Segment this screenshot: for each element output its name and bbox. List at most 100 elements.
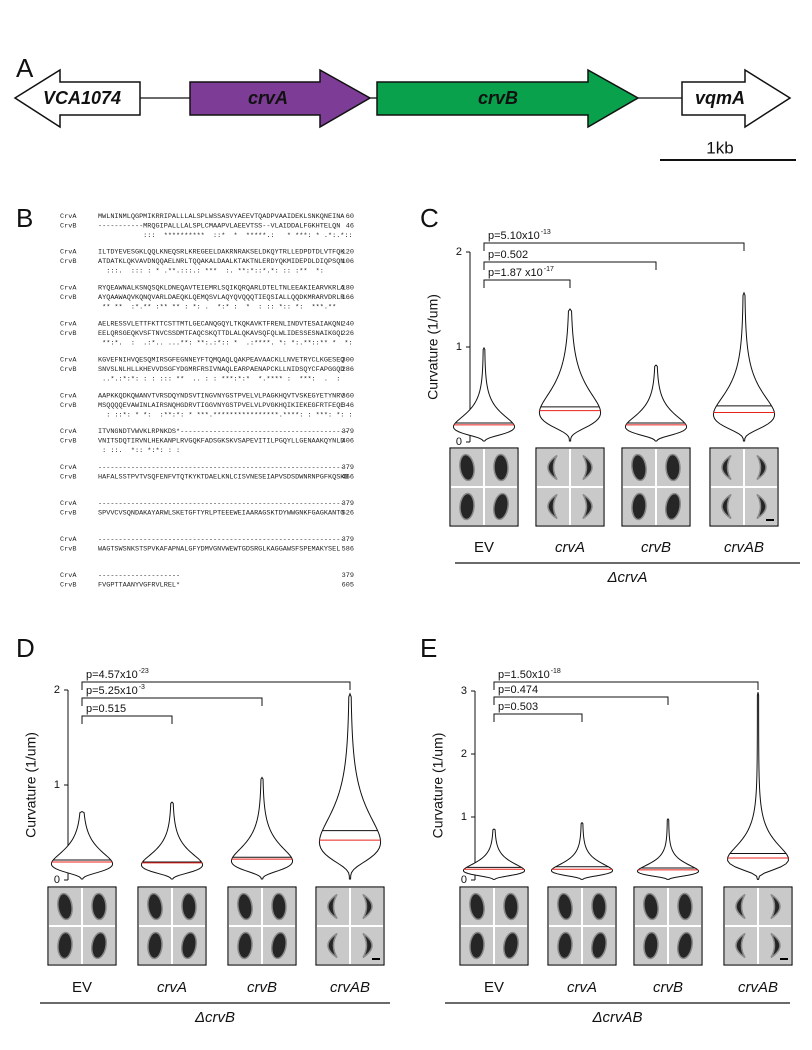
p-value: p=0.503	[498, 701, 538, 713]
cell	[735, 932, 746, 959]
violin	[538, 308, 602, 442]
sequence: AELRESSVLETTFKTTCSTTMTLGECANQGQYLTKQKAVK…	[98, 321, 344, 329]
violin	[636, 818, 700, 880]
sequence: ----------------------------------------…	[98, 500, 344, 508]
seq-name: CrvA	[60, 536, 77, 544]
seq-name: CrvB	[60, 294, 76, 302]
p-exponent: -17	[544, 266, 554, 273]
gene-label: VCA1074	[43, 88, 121, 108]
y-axis-label: Curvature (1/um)	[23, 732, 39, 838]
seq-name: CrvA	[60, 428, 77, 436]
scale-label: 1kb	[706, 138, 733, 157]
cell	[547, 493, 558, 520]
cell	[57, 892, 73, 921]
cell	[582, 493, 593, 520]
bracket	[81, 681, 351, 690]
cell	[665, 453, 681, 482]
category-label: crvB	[247, 979, 277, 996]
seq-name: CrvA	[60, 321, 77, 329]
violin	[624, 364, 688, 442]
gene-label: crvA	[248, 88, 288, 108]
strain-label: ΔcrvA	[606, 569, 647, 586]
cell	[469, 931, 485, 960]
sequence: WAGTSWSNKSTSPVKAFAPNALGFYDMVGNVWEWTGDSRG…	[98, 545, 340, 553]
bracket	[483, 279, 571, 288]
gene-arrow	[376, 68, 640, 129]
cell	[181, 892, 197, 921]
violin	[462, 828, 526, 880]
seq-end: 120	[342, 249, 354, 257]
p-exponent: -3	[139, 684, 145, 691]
category-label: EV	[72, 979, 92, 996]
seq-end: 379	[342, 464, 354, 472]
cell	[664, 492, 682, 521]
bracket	[81, 697, 263, 706]
sequence: SNVSLNLHLLKHEVVDSGFYDGMRFRSIVNAQLEARPAEN…	[98, 366, 344, 374]
cell	[57, 931, 73, 960]
y-axis-label: Curvature (1/um)	[430, 733, 446, 839]
cell	[237, 931, 253, 960]
sequence: ITVNGNDTVWVKLRPNKDS*--------------------…	[98, 428, 349, 436]
seq-end: 605	[342, 581, 354, 589]
cell	[493, 453, 509, 482]
seq-name: CrvA	[60, 356, 77, 364]
y-tick-label: 0	[461, 874, 467, 886]
sequence: SPVVCVSQNDAKAYARWLSKETGFTYRLPTEEEWEIAARA…	[98, 510, 344, 518]
cell	[147, 931, 163, 960]
p-exponent: -23	[139, 668, 149, 675]
seq-end: 106	[342, 258, 354, 266]
p-exponent: -13	[541, 229, 551, 236]
sequence: AAPKKQDKQWANVTVRSDQYNDSVTINGVNYGSTPVELVL…	[98, 392, 345, 400]
category-label: crvA	[157, 979, 187, 996]
cell	[756, 493, 767, 520]
seq-end: 379	[342, 500, 354, 508]
cell	[756, 454, 767, 481]
bracket	[483, 242, 745, 251]
cell	[547, 454, 558, 481]
y-tick-label: 2	[461, 748, 467, 760]
seq-end: 46	[346, 222, 354, 230]
seq-name: CrvB	[60, 258, 76, 266]
sequence: ILTDYEVESGKLQQLKNEQSRLKREGEELDAKRNRAKSEL…	[98, 249, 345, 257]
seq-end: 379	[342, 536, 354, 544]
cell	[90, 931, 108, 960]
seq-end: 346	[342, 402, 354, 410]
cell	[643, 931, 659, 960]
seq-name: CrvB	[60, 581, 76, 589]
seq-end: 60	[346, 213, 354, 221]
consensus: **:*. : .:*.. ...**: **:.:*:: * .:****. …	[98, 340, 353, 348]
seq-end: 379	[342, 572, 354, 580]
cell	[469, 892, 485, 921]
p-value: p=0.515	[86, 703, 126, 715]
cell	[362, 893, 373, 920]
cell	[591, 892, 607, 921]
violin	[318, 692, 382, 880]
seq-name: CrvB	[60, 438, 76, 446]
seq-name: CrvB	[60, 366, 76, 374]
seq-end: 526	[342, 510, 354, 518]
cell	[502, 931, 520, 960]
sequence: AYQAAWAQVKQNQVARLDAEQKLQEMQSVLAQYQVQQQTI…	[98, 294, 344, 302]
y-tick-label: 2	[456, 246, 462, 258]
consensus: :::. ::: : * .**.:::.: *** :. **:*::*.*:…	[98, 268, 324, 276]
cell	[327, 893, 338, 920]
sequence: HAFALSSTPVTVSQFENFVTQTKYKTDAELKNLCISVNES…	[98, 474, 349, 482]
category-label: crvA	[567, 979, 597, 996]
sequence: KGVEFNIHVQESQMIRSGFEGNNEYFTQMQAQLQAKPEAV…	[98, 356, 344, 364]
consensus: ::: ********** ::* * *****.: * ***: * .*…	[98, 232, 353, 240]
seq-name: CrvB	[60, 474, 76, 482]
violin	[712, 291, 776, 442]
panel-letter: B	[16, 203, 33, 233]
category-label: crvAB	[724, 539, 764, 556]
cell	[557, 931, 573, 960]
violin	[230, 776, 294, 880]
gene-arrow	[13, 68, 141, 129]
p-value: p=5.10x10	[488, 230, 540, 242]
seq-name: CrvB	[60, 330, 76, 338]
gene-arrow	[681, 68, 792, 129]
y-tick-label: 0	[54, 874, 60, 886]
cell	[643, 892, 659, 921]
category-label: crvAB	[738, 979, 778, 996]
category-label: EV	[474, 539, 494, 556]
seq-name: CrvB	[60, 510, 76, 518]
